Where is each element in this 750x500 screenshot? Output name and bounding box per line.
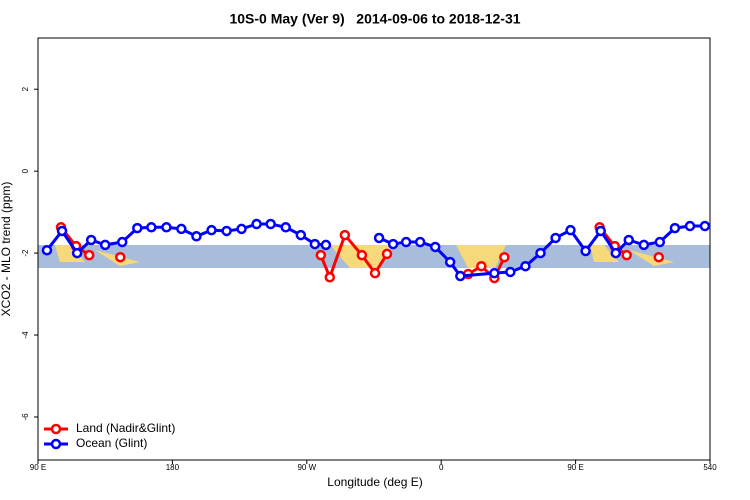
x-tick-label: 90 E (30, 463, 46, 472)
point (444, 256, 456, 268)
point (638, 239, 650, 251)
point (381, 248, 393, 260)
point (429, 241, 441, 253)
point (41, 244, 53, 256)
y-axis-label: XCO2 - MLO trend (ppm) (0, 182, 13, 317)
point (56, 225, 68, 237)
point (295, 229, 307, 241)
point (176, 223, 187, 235)
point (320, 239, 332, 251)
point (369, 267, 381, 279)
y-tick-label: -2 (21, 249, 30, 257)
x-tick-label: 180 (166, 463, 180, 472)
point (699, 220, 711, 232)
x-tick-label: 90 W (297, 463, 316, 472)
point (623, 234, 635, 246)
point (309, 238, 321, 250)
point (83, 249, 95, 261)
point (414, 236, 426, 248)
point (115, 251, 126, 263)
point (85, 234, 97, 246)
x-tick-label: 0 (439, 463, 444, 472)
point (550, 232, 561, 244)
point (71, 247, 83, 259)
x-tick-label: 90 E (567, 463, 583, 472)
point (146, 222, 157, 233)
point (265, 218, 276, 230)
point (580, 245, 591, 257)
y-tick-label: -4 (21, 331, 30, 339)
point (654, 236, 666, 248)
y-tick-label: -6 (21, 413, 30, 421)
point (684, 220, 696, 232)
point (535, 247, 546, 259)
point (280, 222, 291, 233)
point (476, 260, 487, 272)
point (324, 272, 336, 283)
point (565, 224, 576, 236)
chart-title: 10S-0 May (Ver 9) 2014-09-06 to 2018-12-… (229, 11, 520, 27)
point (132, 222, 143, 234)
legend-label: Land (Nadir&Glint) (76, 421, 175, 435)
point (356, 249, 368, 261)
point (505, 266, 516, 278)
point (99, 239, 111, 251)
point (489, 267, 500, 279)
point (653, 251, 665, 263)
point (669, 222, 681, 234)
map-band (38, 245, 710, 268)
point (621, 249, 632, 261)
point (400, 236, 412, 248)
point (610, 247, 622, 259)
point (499, 251, 510, 263)
land-shape (456, 245, 506, 268)
point (116, 236, 128, 248)
point (251, 218, 262, 230)
point (315, 249, 327, 261)
point (191, 231, 202, 242)
point (387, 238, 399, 250)
land-shape (590, 245, 674, 266)
plot-frame (37, 37, 711, 461)
point (206, 224, 217, 236)
x-tick-label: 540 (703, 463, 717, 472)
point (520, 260, 531, 272)
point (455, 270, 466, 282)
legend-marker (50, 438, 62, 450)
point (373, 232, 385, 244)
y-tick-label: 0 (21, 168, 30, 173)
point (161, 222, 172, 233)
point (595, 225, 606, 237)
point (236, 223, 247, 235)
legend-label: Ocean (Glint) (76, 436, 147, 450)
y-tick-label: 2 (21, 86, 30, 91)
point (221, 225, 232, 237)
x-axis-label: Longitude (deg E) (327, 475, 422, 489)
point (339, 229, 351, 241)
legend-marker (50, 423, 62, 435)
